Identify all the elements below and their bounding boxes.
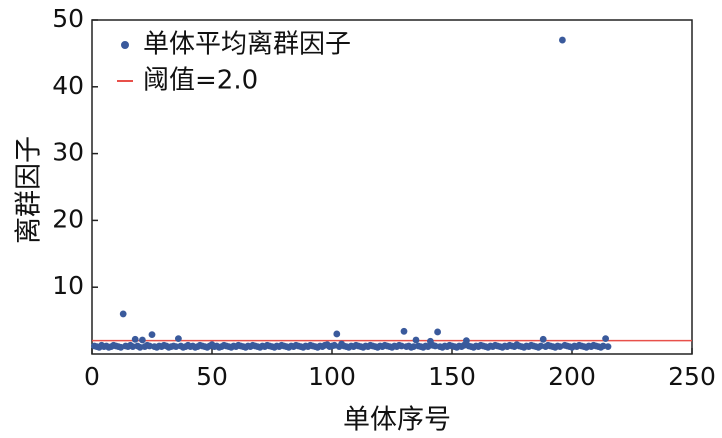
data-point	[333, 330, 341, 338]
y-axis-title: 离群因子	[14, 136, 45, 244]
legend-label: 单体平均离群因子	[143, 30, 351, 60]
data-point	[604, 343, 612, 351]
x-tick-label: 200	[548, 362, 596, 391]
y-tick-label: 30	[52, 138, 84, 167]
data-point	[539, 335, 547, 343]
x-tick-label: 100	[308, 362, 356, 391]
y-tick-label: 10	[52, 271, 84, 300]
y-tick-label: 40	[52, 71, 84, 100]
data-point	[412, 336, 420, 344]
data-point	[119, 310, 127, 318]
legend-marker	[121, 41, 129, 49]
data-point	[131, 335, 139, 343]
y-tick-label: 20	[52, 204, 84, 233]
data-point	[175, 335, 182, 343]
data-point	[463, 337, 470, 345]
y-tick-label: 50	[52, 4, 84, 33]
x-tick-label: 150	[428, 362, 476, 391]
plot-frame	[91, 19, 693, 355]
data-point	[559, 36, 566, 44]
data-point	[400, 327, 408, 335]
x-axis-title: 单体序号	[343, 405, 451, 436]
x-tick-label: 250	[668, 362, 716, 391]
data-point	[148, 331, 156, 339]
x-tick-label: 50	[196, 362, 228, 391]
data-point	[602, 335, 609, 343]
x-tick-label: 0	[84, 362, 100, 391]
data-point	[139, 336, 146, 344]
legend-label: 阈值=2.0	[143, 66, 258, 96]
data-point	[434, 328, 441, 336]
